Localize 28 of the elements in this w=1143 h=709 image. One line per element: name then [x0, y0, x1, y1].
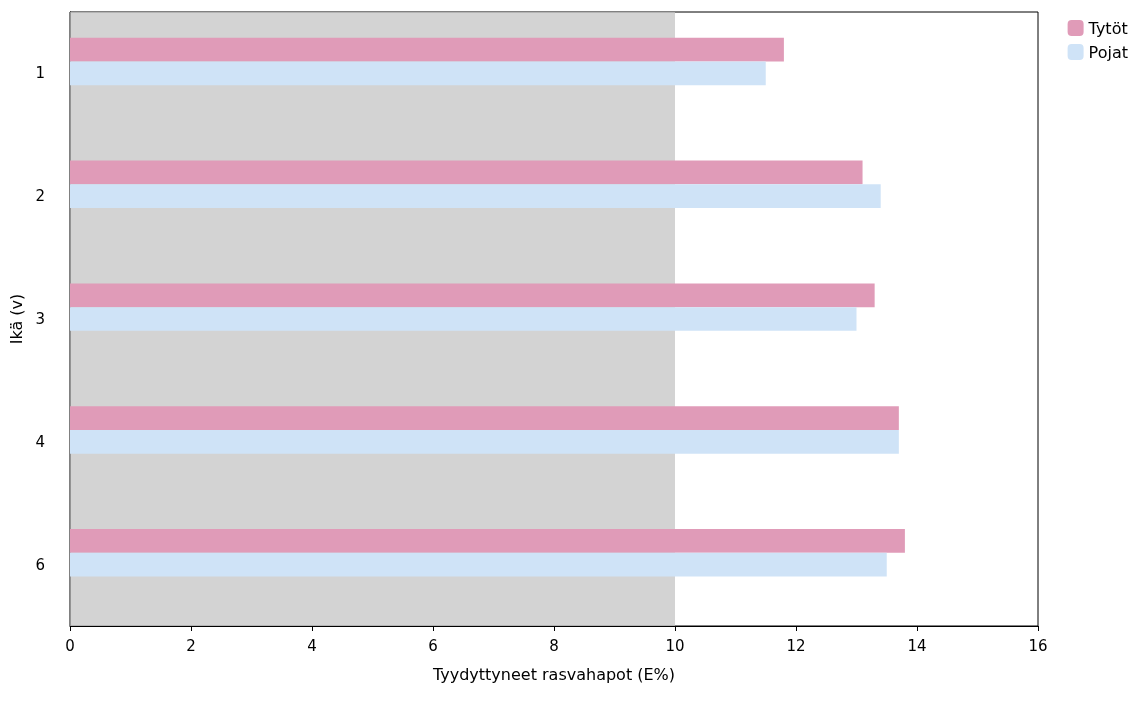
y-tick-label: 1	[35, 64, 45, 83]
x-tick-label: 6	[428, 636, 438, 655]
bar	[70, 37, 784, 62]
y-tick-label: 2	[35, 187, 45, 206]
y-axis-title: Ikä (v)	[7, 293, 27, 345]
y-tick-label: 3	[35, 310, 45, 328]
x-tick-label: 4	[307, 636, 317, 655]
y-tick-label: 6	[35, 555, 45, 574]
bar	[70, 552, 887, 577]
x-tick-label: 0	[65, 636, 75, 655]
x-tick-label: 10	[665, 636, 685, 655]
legend-label: Pojat	[1088, 42, 1128, 62]
x-tick-label: 16	[1028, 636, 1048, 655]
x-tick-label: 2	[186, 636, 196, 655]
x-tick-label: 12	[786, 636, 806, 655]
bar	[70, 307, 857, 331]
x-axis-title: Tyydyttyneet rasvahapot (E%)	[431, 664, 676, 684]
bar	[70, 406, 899, 430]
bar	[70, 160, 863, 185]
legend-label: Tytöt	[1087, 18, 1128, 38]
x-tick-label: 14	[907, 636, 927, 655]
bar	[70, 429, 899, 454]
bar	[70, 184, 881, 209]
bar	[70, 528, 905, 553]
bar	[70, 283, 875, 308]
x-tick-label: 8	[549, 636, 559, 655]
bar	[70, 61, 766, 86]
y-tick-label: 4	[35, 432, 45, 451]
